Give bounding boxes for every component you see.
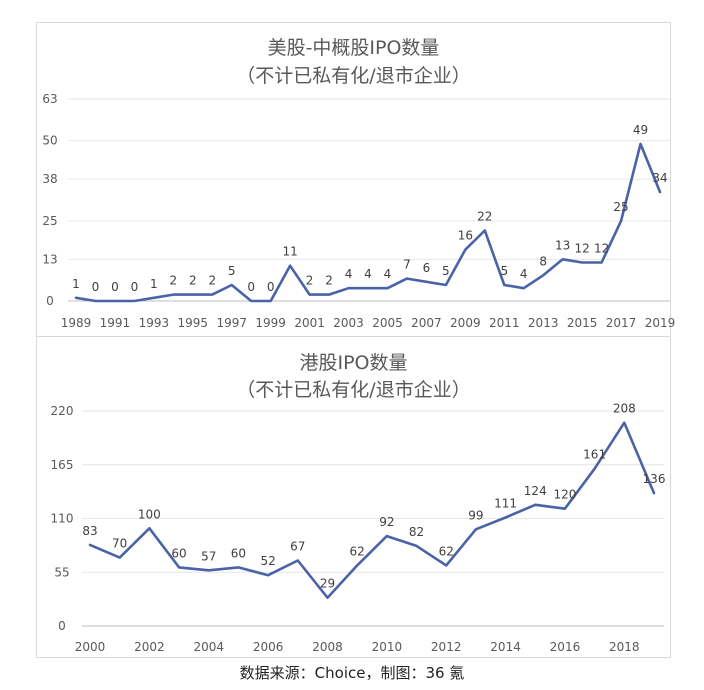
chart-2-data-label: 60 bbox=[231, 546, 246, 560]
chart-1-data-label: 22 bbox=[477, 209, 492, 223]
chart-1-x-tick-label: 2019 bbox=[645, 316, 676, 330]
chart-1-x-tick-label: 1997 bbox=[216, 316, 247, 330]
chart-2-y-tick-label: 55 bbox=[54, 565, 69, 579]
chart-1-data-label: 4 bbox=[520, 267, 528, 281]
chart-1-data-label: 12 bbox=[594, 242, 609, 256]
chart-1-data-label: 16 bbox=[458, 229, 473, 243]
chart-2-y-tick-label: 220 bbox=[51, 404, 74, 418]
chart-2-subtitle: （不计已私有化/退市企业） bbox=[236, 379, 471, 401]
chart-1-y-tick-label: 38 bbox=[42, 172, 57, 186]
chart-2-data-label: 52 bbox=[260, 554, 275, 568]
chart-1-data-label: 0 bbox=[247, 280, 255, 294]
chart-2-data-label: 60 bbox=[171, 546, 186, 560]
chart-2-data-label: 92 bbox=[379, 515, 394, 529]
chart-2-x-tick-label: 2000 bbox=[75, 640, 106, 654]
chart-2-data-label: 111 bbox=[494, 497, 517, 511]
chart-1-data-label: 0 bbox=[267, 280, 275, 294]
chart-1-x-tick-label: 2015 bbox=[567, 316, 598, 330]
chart-1-x-tick-label: 1989 bbox=[61, 316, 92, 330]
chart-1-x-tick-label: 2011 bbox=[489, 316, 520, 330]
chart-2-data-label: 67 bbox=[290, 540, 305, 554]
chart-1-y-tick-label: 0 bbox=[46, 294, 54, 308]
chart-2-y-tick-label: 110 bbox=[51, 512, 74, 526]
chart-1-data-label: 5 bbox=[228, 264, 236, 278]
chart-2-x-tick-label: 2004 bbox=[193, 640, 224, 654]
chart-1-x-tick-label: 2003 bbox=[333, 316, 364, 330]
chart-2-data-label: 100 bbox=[138, 507, 161, 521]
chart-2-data-label: 62 bbox=[439, 544, 454, 558]
chart-2-x-tick-label: 2010 bbox=[372, 640, 403, 654]
chart-1-data-label: 12 bbox=[574, 242, 589, 256]
chart-2-y-tick-label: 165 bbox=[51, 458, 74, 472]
chart-2-data-label: 208 bbox=[613, 402, 636, 416]
chart-1-data-label: 2 bbox=[306, 274, 314, 288]
chart-2-x-tick-label: 2014 bbox=[490, 640, 521, 654]
chart-1-data-label: 5 bbox=[442, 264, 450, 278]
chart-2-data-label: 99 bbox=[468, 508, 483, 522]
chart-1-data-label: 0 bbox=[92, 280, 100, 294]
chart-1-data-label: 0 bbox=[131, 280, 139, 294]
chart-1-x-tick-label: 2007 bbox=[411, 316, 442, 330]
chart-1-x-tick-label: 2017 bbox=[606, 316, 637, 330]
chart-1-data-label: 2 bbox=[189, 274, 197, 288]
chart-1-data-label: 0 bbox=[111, 280, 119, 294]
chart-1-data-label: 4 bbox=[384, 267, 392, 281]
chart-1-x-tick-label: 2001 bbox=[294, 316, 325, 330]
chart-1-x-tick-label: 2009 bbox=[450, 316, 481, 330]
chart-1-title: 美股-中概股IPO数量 bbox=[267, 37, 440, 59]
chart-2-x-tick-label: 2008 bbox=[312, 640, 343, 654]
chart-1-y-tick-label: 13 bbox=[42, 252, 57, 266]
chart-1-data-label: 34 bbox=[652, 171, 667, 185]
chart-1-x-tick-label: 2013 bbox=[528, 316, 559, 330]
chart-1-data-label: 49 bbox=[633, 123, 648, 137]
chart-1-y-tick-label: 63 bbox=[42, 92, 57, 106]
chart-2-data-label: 82 bbox=[409, 525, 424, 539]
chart-2-data-label: 29 bbox=[320, 577, 335, 591]
chart-1-data-label: 2 bbox=[325, 274, 333, 288]
chart-1-data-label: 2 bbox=[170, 274, 178, 288]
chart-divider bbox=[36, 336, 671, 337]
chart-2-data-label: 70 bbox=[112, 537, 127, 551]
chart-1-subtitle: （不计已私有化/退市企业） bbox=[236, 65, 471, 87]
chart-1-x-tick-label: 2005 bbox=[372, 316, 403, 330]
chart-1-data-label: 1 bbox=[150, 277, 158, 291]
chart-1-y-tick-label: 50 bbox=[42, 134, 57, 148]
chart-2-y-tick-label: 0 bbox=[58, 619, 66, 633]
source-note: 数据来源：Choice，制图：36 氪 bbox=[239, 664, 465, 682]
chart-2-series-line bbox=[88, 421, 656, 600]
chart-2-data-label: 124 bbox=[524, 484, 547, 498]
chart-1-data-label: 4 bbox=[345, 267, 353, 281]
chart-1-data-label: 8 bbox=[539, 254, 547, 268]
chart-1-x-tick-label: 1999 bbox=[255, 316, 286, 330]
chart-1-data-label: 7 bbox=[403, 258, 411, 272]
chart-2-data-label: 83 bbox=[82, 524, 97, 538]
chart-1-series-line bbox=[74, 142, 662, 303]
chart-frame bbox=[36, 22, 671, 658]
chart-2-x-tick-label: 2012 bbox=[431, 640, 462, 654]
chart-1-x-tick-label: 1993 bbox=[139, 316, 170, 330]
chart-2-data-label: 62 bbox=[350, 544, 365, 558]
chart-2-x-tick-label: 2002 bbox=[134, 640, 165, 654]
chart-2-x-tick-label: 2006 bbox=[253, 640, 284, 654]
chart-1-data-label: 25 bbox=[613, 200, 628, 214]
chart-2-data-label: 136 bbox=[643, 472, 666, 486]
chart-1-x-tick-label: 1991 bbox=[100, 316, 131, 330]
chart-1-x-tick-label: 1995 bbox=[178, 316, 209, 330]
chart-1-data-label: 5 bbox=[500, 264, 508, 278]
chart-2-data-label: 120 bbox=[553, 488, 576, 502]
chart-2-title: 港股IPO数量 bbox=[299, 352, 408, 374]
chart-1-data-label: 13 bbox=[555, 238, 570, 252]
chart-1-data-label: 4 bbox=[364, 267, 372, 281]
chart-1-y-tick-label: 25 bbox=[42, 214, 57, 228]
chart-1-data-label: 2 bbox=[208, 274, 216, 288]
chart-2-data-label: 161 bbox=[583, 448, 606, 462]
chart-1-data-label: 11 bbox=[282, 245, 297, 259]
chart-1-data-label: 6 bbox=[423, 261, 431, 275]
chart-2-x-tick-label: 2016 bbox=[550, 640, 581, 654]
chart-2-data-label: 57 bbox=[201, 549, 216, 563]
chart-2-x-tick-label: 2018 bbox=[609, 640, 640, 654]
chart-1-data-label: 1 bbox=[72, 277, 80, 291]
